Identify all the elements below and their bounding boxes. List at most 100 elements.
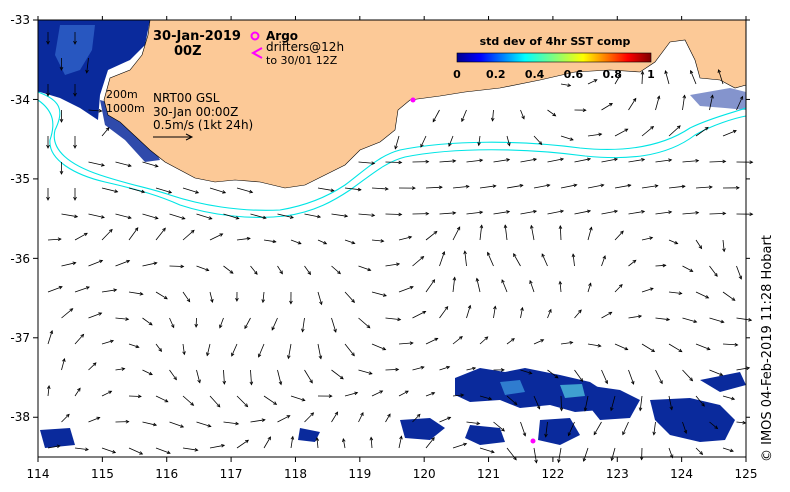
current-arrow [493, 305, 497, 319]
current-arrow [317, 291, 323, 306]
current-arrow [641, 287, 654, 293]
current-arrow [261, 291, 266, 304]
current-arrow [560, 341, 574, 345]
current-arrow [452, 226, 461, 241]
current-arrow [142, 317, 153, 326]
current-arrow [412, 413, 421, 423]
current-arrow [587, 226, 593, 241]
current-arrow [277, 369, 283, 386]
map-date-title: 30-Jan-2019 [153, 29, 241, 44]
current-arrow [560, 83, 572, 87]
current-arrow [250, 265, 258, 275]
current-arrow [461, 109, 467, 123]
current-arrow [257, 343, 265, 358]
current-arrow [61, 308, 74, 319]
current-arrow [369, 436, 374, 449]
current-arrow [466, 421, 481, 426]
current-arrow [182, 447, 199, 452]
current-arrow [668, 184, 686, 189]
current-arrow [439, 251, 446, 267]
current-arrow [614, 128, 629, 137]
current-arrow [587, 79, 598, 85]
current-arrow [128, 187, 146, 194]
current-arrow [466, 304, 472, 319]
colorbar-tick: 0 [453, 68, 461, 81]
current-arrow [209, 395, 221, 408]
current-arrow [101, 447, 117, 454]
current-arrow [587, 343, 602, 348]
current-arrow [587, 282, 592, 293]
current-arrow [344, 291, 356, 303]
current-arrow [73, 32, 77, 45]
current-arrow [88, 213, 105, 219]
current-arrow [641, 184, 659, 189]
current-arrow [344, 391, 359, 397]
current-arrow [412, 256, 425, 267]
current-arrow [641, 236, 654, 241]
current-arrow [547, 109, 557, 117]
current-arrow [371, 343, 387, 351]
sst-patch-south-7 [40, 428, 75, 448]
current-arrow [493, 158, 511, 163]
current-arrow [398, 186, 416, 190]
current-arrow [412, 211, 430, 216]
x-tick-label: 125 [735, 467, 758, 481]
current-arrow [182, 291, 191, 303]
x-tick-label: 117 [220, 467, 243, 481]
current-arrow [530, 224, 535, 241]
argo-legend-icon [250, 31, 260, 41]
current-arrow [506, 447, 517, 461]
current-arrow [736, 265, 743, 280]
current-arrow [655, 317, 671, 322]
current-arrow [250, 213, 267, 220]
current-arrow [398, 341, 414, 345]
current-arrow [587, 132, 603, 137]
current-arrow [490, 109, 495, 122]
current-arrow [235, 291, 239, 302]
current-arrow [236, 395, 249, 408]
drifter-legend-label: drifters@12h [266, 40, 344, 54]
current-arrow [601, 311, 613, 319]
current-source-label: NRT00 GSL [153, 91, 220, 105]
current-arrow [46, 188, 50, 201]
current-arrow [655, 369, 663, 385]
current-arrow [331, 369, 344, 380]
sst-patch-south-8 [298, 428, 320, 442]
current-arrow [709, 317, 725, 324]
current-arrow [668, 343, 683, 353]
current-arrow [560, 135, 574, 141]
current-arrow [46, 32, 50, 45]
current-arrow [717, 69, 724, 85]
current-arrow [583, 395, 589, 412]
x-tick-label: 122 [541, 467, 564, 481]
contour-label-1000m: 1000m [106, 102, 145, 115]
current-arrow [682, 369, 694, 382]
current-arrow [47, 285, 63, 293]
current-arrow [567, 421, 575, 437]
current-arrow [219, 317, 224, 329]
current-scale-arrow [153, 133, 194, 141]
current-arrow [493, 368, 505, 372]
current-arrow [547, 308, 552, 319]
x-tick-label: 116 [155, 467, 178, 481]
current-arrow [452, 442, 468, 449]
current-arrow [371, 239, 385, 243]
current-arrow [448, 135, 454, 147]
current-arrow [655, 158, 673, 163]
current-arrow [682, 421, 688, 434]
current-arrow [385, 413, 391, 423]
current-arrow [47, 444, 61, 449]
current-arrow [209, 291, 214, 303]
current-arrow [533, 447, 538, 464]
current-arrow [571, 253, 576, 267]
current-arrow [638, 395, 643, 412]
current-arrow [46, 136, 50, 149]
current-arrow [371, 390, 384, 397]
current-arrow [394, 135, 400, 150]
current-arrow [304, 369, 313, 384]
axis-ticks [33, 16, 750, 462]
current-arrow [88, 416, 101, 423]
current-arrow [46, 385, 51, 397]
current-arrow [664, 70, 670, 85]
current-arrow [533, 339, 545, 345]
